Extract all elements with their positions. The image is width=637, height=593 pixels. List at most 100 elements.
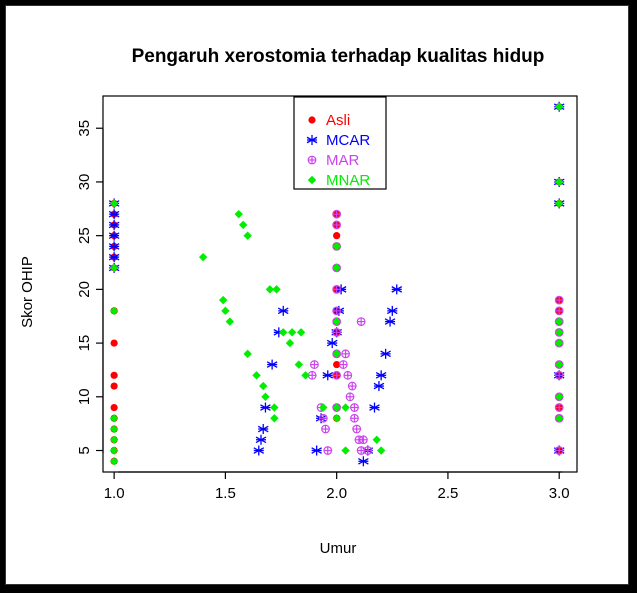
point-mnar <box>109 446 119 455</box>
y-tick-label: 30 <box>76 174 93 191</box>
point-mcar <box>375 370 387 381</box>
point-mcar <box>311 445 322 456</box>
point-mcar <box>108 252 120 263</box>
legend-marker-asli <box>308 116 316 124</box>
x-tick-label: 1.0 <box>104 485 125 502</box>
series-mnar <box>109 102 564 466</box>
point-mar <box>345 392 355 402</box>
point-mar <box>338 360 348 369</box>
point-mar <box>343 370 353 380</box>
point-mnar <box>198 252 208 262</box>
point-mnar <box>109 199 119 208</box>
point-mnar <box>341 446 350 455</box>
point-mnar <box>554 199 564 208</box>
point-asli <box>333 232 341 240</box>
point-mnar <box>109 424 119 434</box>
point-mnar <box>554 102 564 111</box>
point-mnar <box>554 317 564 326</box>
point-mcar <box>335 284 347 295</box>
x-tick-label: 2.0 <box>326 485 347 502</box>
y-axis: 5 10 15 20 25 30 35 <box>76 120 104 455</box>
point-mar <box>554 295 564 305</box>
series-mcar <box>108 101 565 467</box>
y-tick-label: 35 <box>76 120 93 137</box>
point-mar <box>554 403 564 412</box>
series-mar <box>307 209 564 455</box>
point-mcar <box>391 284 403 295</box>
scatter-chart: Pengaruh xerostomia terhadap kualitas hi… <box>19 46 578 557</box>
point-mnar <box>221 306 230 316</box>
point-mnar <box>554 177 564 187</box>
point-mcar <box>260 402 271 413</box>
point-asli <box>110 339 118 347</box>
legend-label-asli: Asli <box>326 112 350 129</box>
legend-label-mcar: MCAR <box>326 132 370 149</box>
point-asli <box>333 360 341 369</box>
point-mcar <box>266 359 278 370</box>
legend-marker-mcar <box>306 135 318 145</box>
point-mnar <box>261 392 270 401</box>
point-mcar <box>108 241 120 252</box>
point-mnar <box>285 338 295 348</box>
y-tick-label: 10 <box>76 388 93 405</box>
x-tick-label: 3.0 <box>549 485 570 502</box>
point-mnar <box>332 317 341 326</box>
y-tick-label: 25 <box>76 227 93 244</box>
point-mnar <box>332 263 341 273</box>
point-mnar <box>238 220 248 230</box>
legend: Asli MCAR MAR MNAR <box>293 96 387 190</box>
point-mar <box>310 360 319 369</box>
point-mcar <box>255 434 267 445</box>
point-mnar <box>265 285 275 294</box>
point-mnar <box>270 414 279 423</box>
point-mnar <box>109 263 119 273</box>
point-mcar <box>380 348 391 359</box>
x-tick-label: 2.5 <box>437 485 458 502</box>
point-mcar <box>253 445 265 456</box>
y-axis-label: Skor OHIP <box>19 256 36 328</box>
point-mnar <box>272 285 281 294</box>
legend-label-mar: MAR <box>326 152 360 169</box>
point-mnar <box>294 360 304 369</box>
chart-title: Pengaruh xerostomia terhadap kualitas hi… <box>132 46 545 67</box>
point-mcar <box>277 305 289 316</box>
point-mar <box>341 349 350 359</box>
point-mnar <box>252 371 261 380</box>
point-mnar <box>259 381 268 391</box>
point-mnar <box>109 457 119 466</box>
point-mnar <box>554 328 564 337</box>
point-mar <box>318 413 328 423</box>
legend-marker-mnar <box>307 175 317 185</box>
point-mnar <box>270 403 279 412</box>
point-mnar <box>554 338 564 348</box>
point-mar <box>332 327 342 337</box>
point-mnar <box>372 435 381 444</box>
point-mcar <box>108 209 120 220</box>
point-mar <box>332 306 342 316</box>
point-mcar <box>386 305 398 316</box>
point-mnar <box>225 317 235 326</box>
point-mnar <box>332 403 341 412</box>
point-mar <box>363 446 373 455</box>
point-mar <box>332 209 342 219</box>
point-mnar <box>243 231 252 240</box>
point-mcar <box>369 402 380 413</box>
point-mar <box>321 424 330 434</box>
x-axis-label: Umur <box>320 540 357 557</box>
point-mcar <box>108 230 120 241</box>
point-mcar <box>373 381 385 392</box>
point-mnar <box>332 242 341 251</box>
point-mnar <box>109 306 119 316</box>
point-mnar <box>296 328 306 337</box>
point-mar <box>323 446 333 455</box>
point-mar <box>554 306 564 316</box>
legend-label-mnar: MNAR <box>326 172 370 189</box>
point-mnar <box>279 328 288 337</box>
y-tick-label: 20 <box>76 281 93 298</box>
point-mcar <box>358 456 369 467</box>
point-mar <box>332 284 342 294</box>
point-mnar <box>319 403 328 412</box>
point-mnar <box>554 392 564 401</box>
point-mcar <box>322 370 334 381</box>
